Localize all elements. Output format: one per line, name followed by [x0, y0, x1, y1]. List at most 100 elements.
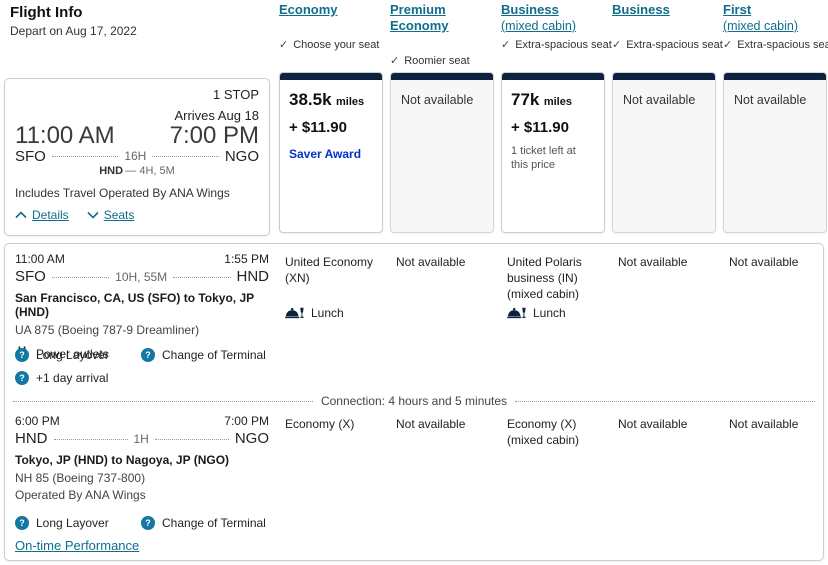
help-icon[interactable]: ?	[15, 371, 29, 385]
badge-label: +1 day arrival	[36, 371, 109, 385]
meal-info: Lunch	[285, 306, 344, 320]
segment-2-cabin-first-mixed: Not available	[729, 416, 827, 432]
badge-long-layover: ? Long Layover	[15, 348, 109, 362]
origin-code: SFO	[15, 148, 46, 165]
cabin-link-economy[interactable]: Economy	[279, 2, 338, 17]
perk-label: Choose your seat	[293, 38, 380, 51]
ontime-performance-link[interactable]: On-time Performance	[15, 538, 140, 553]
duration-label: 16H	[124, 149, 147, 163]
meal-icon	[507, 307, 526, 318]
route-row: SFO 16H NGO	[15, 148, 259, 165]
cabin-link-business[interactable]: Business	[612, 2, 670, 17]
saver-award-link[interactable]: Saver Award	[289, 147, 362, 161]
route-leader	[53, 438, 128, 440]
cabin-sub-business-mixed[interactable]: (mixed cabin)	[501, 19, 577, 33]
cabin-name: United Polaris business (IN) (mixed cabi…	[507, 255, 582, 302]
segment-1-cabin-economy: United Economy (XN) Lunch	[285, 254, 383, 320]
layover-airport: HND	[99, 165, 124, 177]
badge-label: Change of Terminal	[162, 348, 266, 362]
times-row: 11:00 AM 7:00 PM	[15, 123, 259, 148]
cabin-name: Not available	[729, 255, 799, 269]
segment-2-cabin-premium-economy: Not available	[396, 416, 494, 432]
route-leader	[154, 438, 229, 440]
help-icon[interactable]: ?	[141, 516, 155, 530]
segment-2-cabin-business: Not available	[618, 416, 716, 432]
cabin-link-premium-economy[interactable]: Premium Economy	[390, 2, 449, 33]
chevron-down-icon	[87, 211, 99, 219]
cabin-sub-economy	[279, 18, 385, 34]
cabin-name: Not available	[396, 255, 466, 269]
cabin-sub-first-mixed[interactable]: (mixed cabin)	[723, 19, 799, 33]
segment-depart-time: 6:00 PM	[15, 414, 60, 428]
route-leader	[51, 156, 119, 157]
segment-duration: 1H	[133, 432, 149, 446]
fare-cell-first-mixed: Not available	[723, 72, 827, 233]
cabin-link-first-mixed[interactable]: First	[723, 2, 752, 17]
miles-unit: miles	[336, 96, 365, 108]
help-icon[interactable]: ?	[141, 348, 155, 362]
depart-time: 11:00 AM	[15, 122, 115, 149]
badge-long-layover: ? Long Layover	[15, 516, 109, 530]
tickets-left-note: 1 ticket left at this price	[511, 145, 576, 172]
fare-cell-economy[interactable]: 38.5k miles + $11.90 Saver Award	[279, 72, 383, 233]
miles-unit: miles	[543, 96, 572, 108]
meal-icon	[285, 307, 304, 318]
column-header-business-mixed: Business (mixed cabin) ✓ Extra-spacious s…	[501, 2, 612, 52]
segment-1-cabin-business-mixed: United Polaris business (IN) (mixed cabi…	[507, 254, 605, 320]
route-leader	[51, 276, 110, 278]
help-icon[interactable]: ?	[15, 348, 29, 362]
cabin-name: Not available	[618, 255, 688, 269]
segment-origin-code: HND	[15, 430, 48, 447]
not-available-label: Not available	[734, 93, 807, 107]
destination-code: NGO	[224, 148, 259, 165]
segment-origin-code: SFO	[15, 268, 46, 285]
fare-top-bar	[724, 73, 826, 80]
segment-1-cabin-premium-economy: Not available	[396, 254, 494, 270]
check-icon: ✓	[612, 39, 622, 51]
segment-flight-number: UA 875 (Boeing 787-9 Dreamliner)	[15, 323, 200, 337]
check-icon: ✓	[501, 39, 511, 51]
column-header-premium-economy: Premium Economy ✓ Roomier seat	[390, 2, 496, 67]
cabin-link-business-mixed[interactable]: Business	[501, 2, 559, 17]
dotted-line	[13, 400, 313, 402]
arrives-label: Arrives Aug 18	[174, 108, 259, 123]
chevron-up-icon	[15, 211, 27, 219]
details-toggle[interactable]: Details	[15, 208, 69, 222]
segment-arrive-time: 7:00 PM	[224, 414, 269, 428]
layover-duration: — 4H, 5M	[123, 165, 175, 177]
perk-business: ✓ Extra-spacious seat	[612, 38, 723, 52]
column-header-business: Business ✓ Extra-spacious seat	[612, 2, 723, 52]
segment-arrive-time: 1:55 PM	[224, 252, 269, 266]
cabin-name: Economy (X) (mixed cabin)	[507, 417, 580, 448]
check-icon: ✓	[390, 55, 400, 67]
perk-label: Extra-spacious seat	[737, 38, 828, 51]
column-header-economy: Economy ✓ Choose your seat	[279, 2, 385, 51]
fare-cell-business-mixed[interactable]: 77k miles + $11.90 1 ticket left at this…	[501, 72, 605, 233]
page-header: Flight Info Depart on Aug 17, 2022	[10, 4, 137, 38]
cabin-sub-business	[612, 18, 718, 34]
cabin-name: Not available	[618, 417, 688, 431]
fare-top-bar	[613, 73, 715, 80]
segment-2-cabin-business-mixed: Economy (X) (mixed cabin)	[507, 416, 605, 448]
route-leader	[173, 276, 231, 278]
cabin-name: Economy (X)	[285, 417, 355, 431]
meal-info: Lunch	[507, 306, 566, 320]
flight-summary-card: 1 STOP Arrives Aug 18 11:00 AM 7:00 PM S…	[4, 78, 270, 236]
perk-economy: ✓ Choose your seat	[279, 38, 385, 52]
segment-2-cabin-economy: Economy (X)	[285, 416, 383, 432]
badge-label: Long Layover	[36, 348, 109, 362]
fare-top-bar	[391, 73, 493, 80]
segment-1-info: 11:00 AM 1:55 PM SFO 10H, 55M HND San Fr…	[15, 252, 269, 361]
badge-label: Long Layover	[36, 516, 109, 530]
fare-price: + $11.90	[511, 119, 569, 136]
cabin-name: United Economy (XN)	[285, 255, 374, 286]
perk-premium-economy: ✓ Roomier seat	[390, 54, 496, 68]
segment-route-description: San Francisco, CA, US (SFO) to Tokyo, JP…	[15, 291, 254, 319]
dotted-line	[515, 400, 815, 402]
seats-toggle[interactable]: Seats	[87, 208, 134, 222]
help-icon[interactable]: ?	[15, 516, 29, 530]
flight-details-panel: 11:00 AM 1:55 PM SFO 10H, 55M HND San Fr…	[4, 243, 824, 561]
badge-label: Change of Terminal	[162, 516, 266, 530]
perk-business-mixed: ✓ Extra-spacious seat	[501, 38, 612, 52]
fare-top-bar	[502, 73, 604, 80]
